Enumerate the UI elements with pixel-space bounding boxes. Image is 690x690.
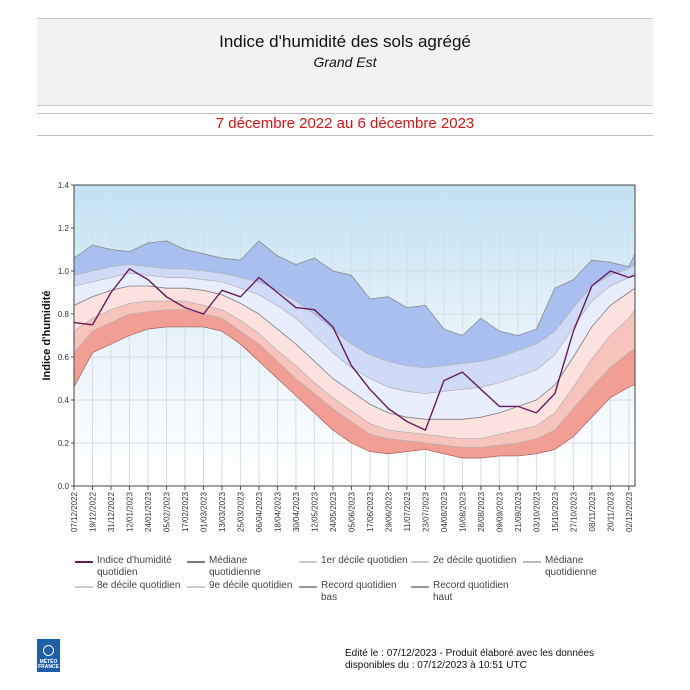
x-tick-label: 01/03/2023: [199, 491, 208, 532]
x-tick-label: 04/08/2023: [440, 491, 449, 532]
x-tick-label: 05/06/2023: [347, 491, 356, 532]
x-tick-label: 21/09/2023: [514, 491, 523, 532]
series-line-decile-9: [73, 309, 636, 448]
x-tick-label: 17/06/2023: [366, 491, 375, 532]
x-tick-label: 09/09/2023: [495, 491, 504, 532]
x-tick-label: 29/06/2023: [384, 491, 393, 532]
period-label: 7 décembre 2022 au 6 décembre 2023: [215, 115, 475, 132]
x-tick-label: 07/12/2022: [70, 491, 79, 532]
y-tick-label: 1.4: [58, 181, 70, 190]
series-line-decile-8: [73, 300, 636, 440]
x-tick-label: 24/01/2023: [144, 491, 153, 532]
series-line-decile-1: [73, 264, 636, 369]
x-tick-label: 02/12/2023: [625, 491, 634, 532]
meteo-france-logo: MÉTÉO FRANCE: [37, 639, 60, 672]
series-line-decile-2: [73, 272, 636, 394]
x-tick-label: 20/11/2023: [606, 491, 615, 531]
y-tick-label: 0.6: [58, 353, 70, 362]
x-tick-label: 12/05/2023: [310, 491, 319, 532]
chart-legend: Indice d'humidité quotidien Médiane quot…: [75, 555, 635, 607]
x-tick-label: 19/12/2022: [88, 491, 97, 532]
series-line-record-high: [73, 240, 636, 336]
band-decile-1-decile-2: [74, 264, 635, 394]
page-title: Indice d'humidité des sols agrégé: [219, 32, 471, 51]
legend-swatch: [411, 586, 429, 588]
x-tick-label: 24/05/2023: [329, 491, 338, 532]
legend-label: Médiane quotidienne: [209, 555, 261, 578]
legend-label: 8e décile quotidien: [97, 580, 181, 591]
y-tick-label: 1.2: [58, 224, 70, 233]
x-tick-label: 15/10/2023: [551, 491, 560, 532]
band-median-decile-8: [74, 286, 635, 439]
y-tick-label: 0.4: [58, 396, 70, 405]
legend-swatch: [411, 561, 429, 563]
y-tick-label: 1.0: [58, 267, 70, 276]
legend-swatch: [523, 561, 541, 563]
band-decile-8-decile-9: [74, 301, 635, 448]
x-tick-label: 08/11/2023: [588, 491, 597, 531]
legend-label: 2e décile quotidien: [433, 555, 517, 566]
y-tick-label: 0.0: [58, 482, 70, 491]
x-tick-label: 03/10/2023: [532, 491, 541, 532]
band-decile-2-median: [74, 273, 635, 420]
legend-label: Médiane quotidienne: [545, 555, 597, 578]
legend-swatch: [75, 586, 93, 588]
y-tick-label: 0.8: [58, 310, 70, 319]
x-tick-label: 05/02/2023: [162, 491, 171, 532]
x-tick-label: 17/02/2023: [181, 491, 190, 532]
soil-moisture-chart: 0.0 0.2 0.4 0.6 0.8 1.0 1.2 1.4 07/12/2022 19/12/…: [41, 181, 636, 532]
page-subtitle: Grand Est: [313, 54, 377, 70]
band-decile-9-record-low: [74, 309, 635, 459]
series-line-record-low: [73, 326, 636, 459]
x-tick-label: 11/07/2023: [403, 491, 412, 531]
x-tick-label: 13/03/2023: [218, 491, 227, 532]
edition-note: Edité le : 07/12/2023 - Produit élaboré …: [345, 648, 595, 671]
x-tick-label: 18/04/2023: [273, 491, 282, 532]
legend-swatch: [299, 586, 317, 588]
x-tick-label: 30/04/2023: [292, 491, 301, 532]
legend-label: Indice d'humidité quotidien: [97, 555, 172, 578]
divider: [37, 135, 653, 136]
legend-label: 1er décile quotidien: [321, 555, 408, 566]
x-tick-label: 16/08/2023: [458, 491, 467, 532]
y-axis-label: Indice d'humidité: [41, 290, 53, 380]
x-tick-label: 31/12/2022: [107, 491, 116, 532]
legend-swatch: [187, 561, 205, 563]
header-panel: Indice d'humidité des sols agrégé Grand …: [37, 18, 653, 106]
legend-swatch: [75, 561, 93, 563]
legend-swatch: [299, 561, 317, 563]
x-tick-label: 06/04/2023: [255, 491, 264, 532]
plot-frame: [73, 184, 636, 487]
logo-text: MÉTÉO FRANCE: [38, 659, 59, 670]
x-tick-label: 27/10/2023: [569, 491, 578, 532]
legend-label: Record quotidien haut: [433, 580, 509, 603]
legend-label: Record quotidien bas: [321, 580, 397, 603]
x-tick-label: 25/03/2023: [236, 491, 245, 532]
y-tick-label: 0.2: [58, 439, 70, 448]
legend-label: 9e décile quotidien: [209, 580, 293, 591]
series-line-median: [73, 285, 636, 420]
x-tick-label: 12/01/2023: [125, 491, 134, 532]
legend-swatch: [187, 586, 205, 588]
band-record-high-decile-1: [74, 240, 635, 368]
x-tick-label: 28/08/2023: [477, 491, 486, 532]
series-line-humidity-index: [73, 268, 636, 431]
x-tick-label: 23/07/2023: [421, 491, 430, 532]
logo-mark-icon: [43, 645, 54, 656]
divider: [37, 113, 653, 114]
